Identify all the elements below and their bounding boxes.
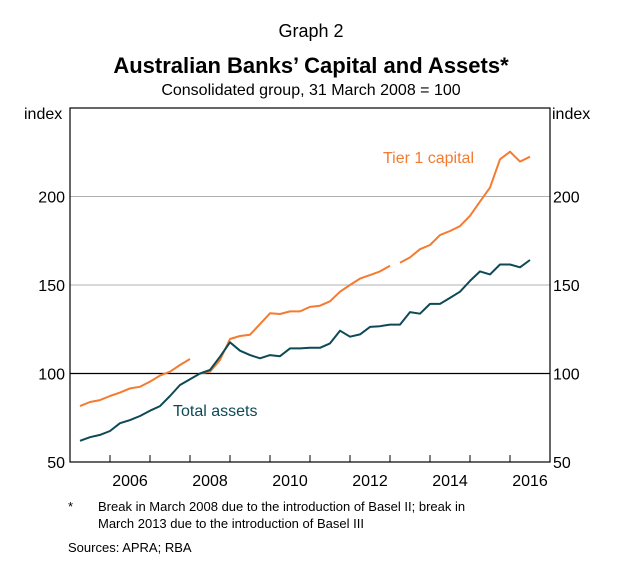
y-tick-label-right: 150 [553, 278, 580, 295]
x-tick-label: 2006 [112, 473, 148, 490]
x-tick-label: 2012 [352, 473, 388, 490]
sources-note: Sources: APRA; RBA [68, 540, 192, 555]
x-tick-label: 2010 [272, 473, 308, 490]
legend-label-tier1: Tier 1 capital [383, 150, 474, 167]
footnote-marker: * [68, 499, 74, 514]
series-line-tier-1-capital [399, 150, 531, 264]
y-tick-label-left: 100 [38, 367, 65, 384]
series-line-total-assets [79, 259, 531, 442]
footnote-line-2: March 2013 due to the introduction of Ba… [98, 516, 364, 531]
y-tick-label-right: 100 [553, 367, 580, 384]
x-tick-label: 2008 [192, 473, 228, 490]
legend-label-total-assets: Total assets [173, 403, 257, 420]
series-line-tier-1-capital [199, 264, 391, 375]
x-tick-label: 2014 [432, 473, 468, 490]
right-axis-label: index [552, 106, 591, 123]
plot-frame [69, 107, 551, 463]
chart-title: Australian Banks’ Capital and Assets* [113, 53, 509, 78]
y-tick-label-left: 50 [47, 455, 65, 472]
x-tick-label: 2016 [512, 473, 548, 490]
y-tick-label-left: 200 [38, 190, 65, 207]
y-tick-label-right: 50 [553, 455, 571, 472]
chart-subtitle: Consolidated group, 31 March 2008 = 100 [161, 82, 461, 99]
left-axis-label: index [24, 106, 63, 123]
y-tick-label-left: 150 [38, 278, 65, 295]
y-tick-label-right: 200 [553, 190, 580, 207]
graph-number: Graph 2 [278, 21, 344, 41]
footnote-line-1: Break in March 2008 due to the introduct… [98, 499, 466, 514]
series-line-tier-1-capital [79, 358, 191, 408]
